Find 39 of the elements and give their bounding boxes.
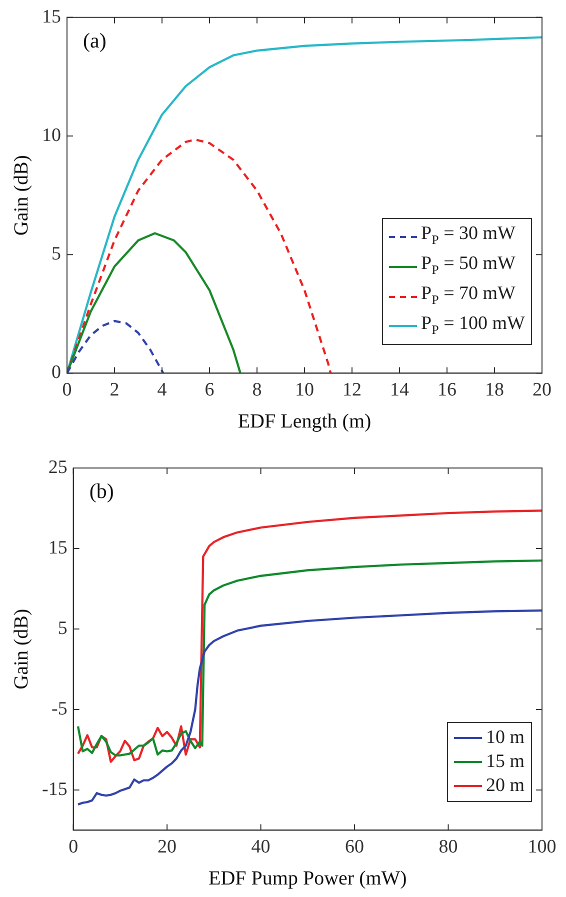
y-tick-label: 15 <box>42 6 61 28</box>
annotation: (b) <box>89 479 114 504</box>
legend-label: 15 m <box>486 750 525 774</box>
x-tick-label: 20 <box>532 380 552 401</box>
y-tick-label: 25 <box>48 456 68 478</box>
line-series <box>67 320 164 374</box>
x-tick-label: 10 <box>295 380 314 401</box>
legend-label: P$_{P}$ = 100 mW <box>421 312 525 338</box>
y-tick-label: -15 <box>42 778 68 800</box>
line-series <box>67 138 332 374</box>
x-tick-label: 14 <box>390 380 410 401</box>
x-tick-label: 18 <box>485 380 504 401</box>
y-tick-label: 10 <box>42 124 61 146</box>
y-tick-label: 0 <box>52 362 61 384</box>
y-axis-title: Gain (dB) <box>10 155 32 236</box>
annotation: (a) <box>83 28 106 52</box>
legend-label: P$_{P}$ = 30 mW <box>421 222 516 249</box>
x-tick-label: 80 <box>438 836 458 858</box>
x-tick-label: 40 <box>251 836 270 858</box>
x-tick-label: 8 <box>252 380 262 401</box>
legend-label: P$_{P}$ = 50 mW <box>421 252 516 279</box>
x-tick-label: 20 <box>158 836 177 858</box>
x-tick-label: 60 <box>345 836 364 858</box>
y-tick-label: 5 <box>52 244 61 265</box>
x-axis-title: EDF Length (m) <box>238 410 372 432</box>
legend-label: 20 m <box>486 774 525 798</box>
y-tick-label: 5 <box>58 618 68 639</box>
x-tick-label: 2 <box>110 380 120 401</box>
legend-label: P$_{P}$ = 70 mW <box>421 282 516 309</box>
legend-label: 10 m <box>486 726 525 750</box>
y-tick-label: 15 <box>48 537 68 558</box>
x-axis-title: EDF Pump Power (mW) <box>208 867 407 890</box>
x-tick-label: 12 <box>342 380 362 401</box>
y-tick-label: -5 <box>52 698 68 720</box>
x-tick-label: 4 <box>157 380 168 401</box>
x-tick-label: 100 <box>528 836 556 858</box>
x-tick-label: 6 <box>204 380 214 401</box>
x-tick-label: 16 <box>438 380 456 401</box>
y-axis-title: Gain (dB) <box>10 608 32 690</box>
